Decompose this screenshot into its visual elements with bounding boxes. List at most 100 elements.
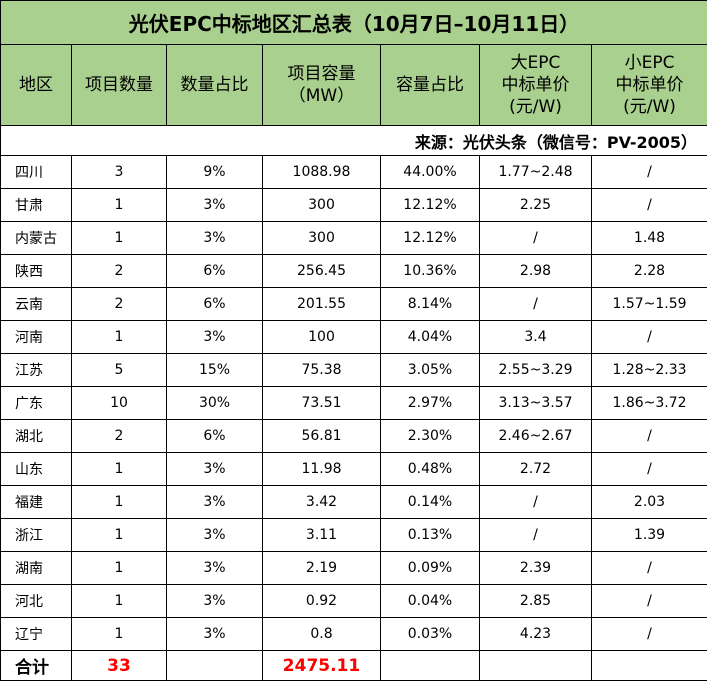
cell-capacity-share: 8.14% [380, 287, 480, 321]
cell-capacity: 3.11 [262, 518, 381, 552]
cell-count-share: 3% [166, 320, 263, 354]
cell-project-count: 10 [71, 386, 167, 420]
cell-region: 陕西 [0, 254, 72, 288]
cell-count-share: 3% [166, 518, 263, 552]
cell-small-epc-price: / [590, 551, 707, 585]
cell-capacity: 3.42 [262, 485, 381, 519]
cell-region: 内蒙古 [0, 221, 72, 255]
cell-capacity: 73.51 [262, 386, 381, 420]
cell-large-epc-price: / [479, 221, 592, 255]
cell-capacity: 75.38 [262, 353, 381, 387]
cell-project-count: 2 [71, 254, 167, 288]
header-project-count: 项目数量 [71, 44, 167, 126]
cell-count-share: 3% [166, 617, 263, 651]
total-label: 合计 [0, 650, 72, 681]
total-capacity-share-empty [380, 650, 480, 681]
header-small-epc-line1: 小EPC [624, 53, 675, 73]
cell-count-share: 3% [166, 221, 263, 255]
total-capacity: 2475.11 [262, 650, 381, 681]
cell-capacity: 0.8 [262, 617, 381, 651]
total-project-count: 33 [71, 650, 167, 681]
cell-capacity: 11.98 [262, 452, 381, 486]
cell-small-epc-price: 1.57~1.59 [590, 287, 707, 321]
cell-project-count: 1 [71, 485, 167, 519]
cell-count-share: 30% [166, 386, 263, 420]
cell-capacity-share: 10.36% [380, 254, 480, 288]
cell-small-epc-price: 2.03 [590, 485, 707, 519]
total-count-share-empty [166, 650, 263, 681]
table-row: 陕西 2 6% 256.45 10.36% 2.98 2.28 [0, 254, 707, 288]
cell-large-epc-price: / [479, 287, 592, 321]
table-row: 甘肃 1 3% 300 12.12% 2.25/ [0, 188, 707, 222]
cell-small-epc-price: 2.28 [590, 254, 707, 288]
cell-region: 广东 [0, 386, 72, 420]
cell-project-count: 1 [71, 617, 167, 651]
table-title: 光伏EPC中标地区汇总表（10月7日–10月11日） [0, 0, 707, 45]
table-row: 云南 2 6% 201.55 8.14%/1.57~1.59 [0, 287, 707, 321]
cell-region: 湖北 [0, 419, 72, 453]
cell-region: 甘肃 [0, 188, 72, 222]
table-row: 辽宁 1 3% 0.8 0.03% 4.23/ [0, 617, 707, 651]
cell-large-epc-price: 2.39 [479, 551, 592, 585]
header-small-epc-line2: 中标单价 [615, 75, 684, 95]
table-row: 湖南 1 3% 2.19 0.09% 2.39/ [0, 551, 707, 585]
cell-capacity: 300 [262, 188, 381, 222]
cell-capacity-share: 2.30% [380, 419, 480, 453]
total-small-price-empty [590, 650, 707, 681]
cell-small-epc-price: / [590, 188, 707, 222]
cell-count-share: 6% [166, 287, 263, 321]
cell-count-share: 9% [166, 155, 263, 189]
table-row: 山东 1 3% 11.98 0.48% 2.72/ [0, 452, 707, 486]
header-row: 地区 项目数量 数量占比 项目容量 （MW） 容量占比 大EPC 中标单价 (元… [0, 44, 707, 126]
cell-small-epc-price: 1.86~3.72 [590, 386, 707, 420]
cell-small-epc-price: / [590, 452, 707, 486]
cell-project-count: 2 [71, 287, 167, 321]
cell-count-share: 6% [166, 419, 263, 453]
cell-capacity-share: 0.13% [380, 518, 480, 552]
cell-capacity: 1088.98 [262, 155, 381, 189]
cell-small-epc-price: / [590, 584, 707, 618]
total-row: 合计 33 2475.11 [0, 650, 707, 681]
cell-capacity: 56.81 [262, 419, 381, 453]
cell-large-epc-price: 2.98 [479, 254, 592, 288]
cell-region: 云南 [0, 287, 72, 321]
header-region: 地区 [0, 44, 72, 126]
cell-project-count: 1 [71, 320, 167, 354]
cell-region: 湖南 [0, 551, 72, 585]
header-large-epc-price: 大EPC 中标单价 (元/W) [479, 44, 592, 126]
cell-project-count: 1 [71, 584, 167, 618]
cell-project-count: 1 [71, 551, 167, 585]
header-capacity-line2: （MW） [288, 86, 355, 106]
header-small-epc-price: 小EPC 中标单价 (元/W) [590, 44, 707, 126]
cell-capacity-share: 0.09% [380, 551, 480, 585]
cell-large-epc-price: 2.55~3.29 [479, 353, 592, 387]
cell-capacity-share: 12.12% [380, 221, 480, 255]
cell-count-share: 3% [166, 485, 263, 519]
source-note: 来源：光伏头条（微信号：PV-2005） [0, 125, 707, 156]
cell-small-epc-price: 1.28~2.33 [590, 353, 707, 387]
table-row: 江苏 5 15% 75.38 3.05% 2.55~3.29 1.28~2.33 [0, 353, 707, 387]
cell-capacity: 2.19 [262, 551, 381, 585]
cell-region: 河南 [0, 320, 72, 354]
cell-project-count: 1 [71, 452, 167, 486]
cell-project-count: 1 [71, 518, 167, 552]
cell-small-epc-price: / [590, 617, 707, 651]
cell-count-share: 3% [166, 452, 263, 486]
cell-count-share: 3% [166, 584, 263, 618]
table-row: 湖北 2 6% 56.81 2.30% 2.46~2.67/ [0, 419, 707, 453]
header-small-epc-line3: (元/W) [623, 97, 676, 117]
cell-large-epc-price: 1.77~2.48 [479, 155, 592, 189]
cell-capacity-share: 3.05% [380, 353, 480, 387]
cell-capacity-share: 4.04% [380, 320, 480, 354]
table-row: 河北 1 3% 0.92 0.04% 2.85/ [0, 584, 707, 618]
cell-small-epc-price: / [590, 419, 707, 453]
cell-capacity-share: 0.14% [380, 485, 480, 519]
cell-region: 辽宁 [0, 617, 72, 651]
cell-count-share: 6% [166, 254, 263, 288]
cell-large-epc-price: 3.13~3.57 [479, 386, 592, 420]
cell-region: 河北 [0, 584, 72, 618]
cell-small-epc-price: / [590, 320, 707, 354]
cell-large-epc-price: / [479, 518, 592, 552]
header-large-epc-line3: (元/W) [509, 97, 562, 117]
cell-large-epc-price: 2.25 [479, 188, 592, 222]
